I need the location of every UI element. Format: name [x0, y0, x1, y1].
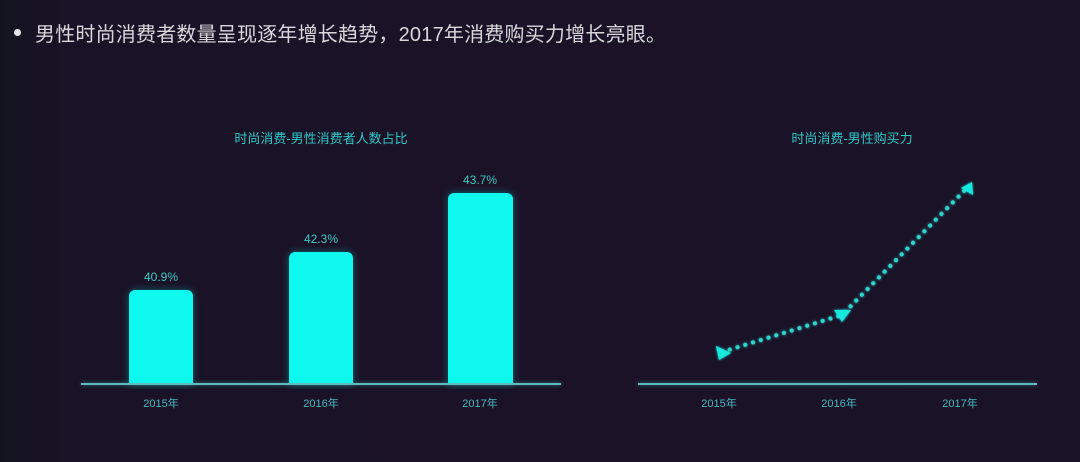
bar-tick-2017: 2017年	[462, 398, 498, 410]
purchasing-power-line	[720, 185, 970, 354]
line-chart-x-axis	[638, 383, 1037, 385]
bar-value-label-2017: 43.7%	[462, 173, 498, 187]
line-chart-title: 时尚消费-男性购买力	[791, 131, 913, 146]
headline-text: 男性时尚消费者数量呈现逐年增长趋势，2017年消费购买力增长亮眼。	[35, 24, 667, 46]
bar-chart-x-axis	[81, 383, 561, 385]
bar-tick-2016: 2016年	[303, 398, 339, 410]
triangle-marker-icon	[716, 346, 731, 360]
bar-2016	[289, 252, 353, 384]
bar-chart-title: 时尚消费-男性消费者人数占比	[234, 131, 408, 146]
headline: 男性时尚消费者数量呈现逐年增长趋势，2017年消费购买力增长亮眼。	[14, 18, 666, 47]
bar-value-label-2015: 40.9%	[143, 270, 179, 284]
triangle-marker-icon	[961, 182, 973, 195]
line-tick-2017: 2017年	[942, 398, 978, 410]
bar-2015	[129, 290, 193, 384]
bar-2017	[448, 193, 513, 384]
line-tick-2015: 2015年	[701, 398, 737, 410]
bullet-icon	[14, 29, 21, 36]
bar-tick-2015: 2015年	[143, 398, 179, 410]
bar-value-label-2016: 42.3%	[303, 232, 339, 246]
line-tick-2016: 2016年	[821, 398, 857, 410]
triangle-marker-icon	[834, 310, 851, 322]
